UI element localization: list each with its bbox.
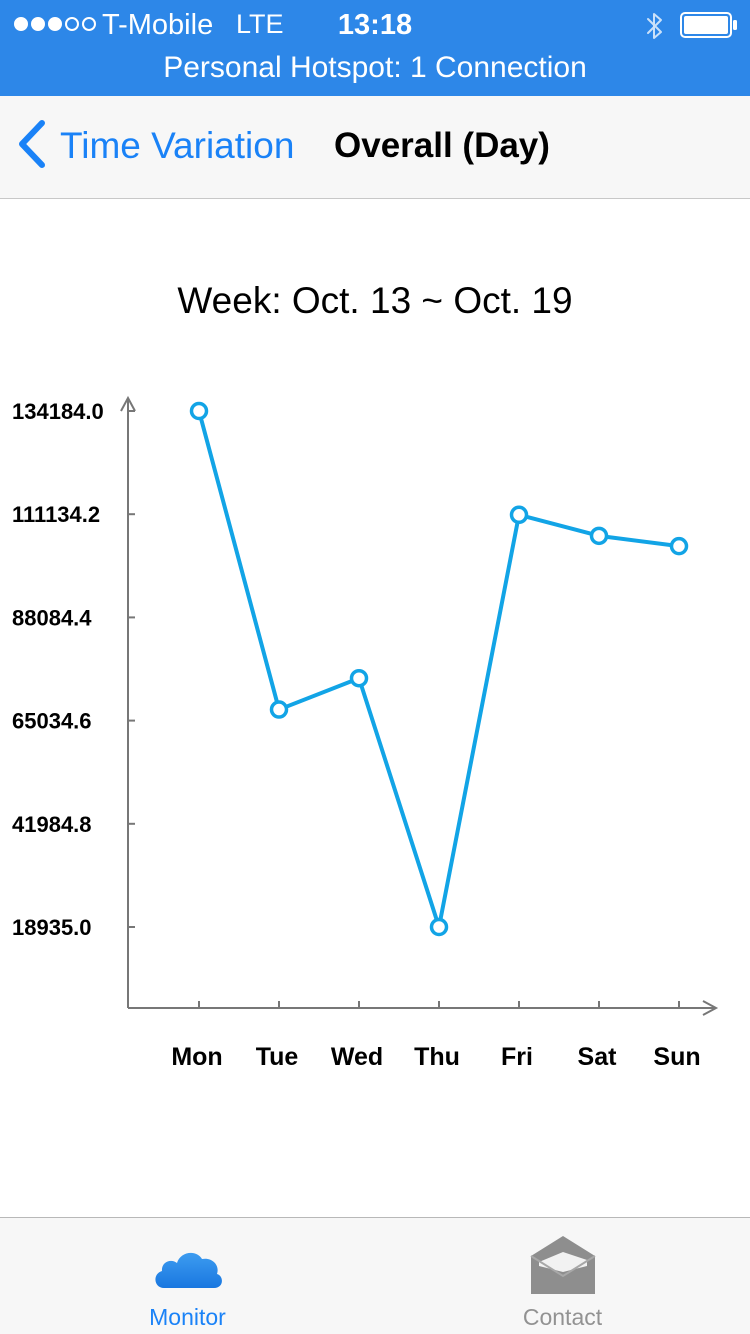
hotspot-banner[interactable]: Personal Hotspot: 1 Connection bbox=[163, 51, 587, 84]
back-button[interactable]: Time Variation bbox=[16, 119, 295, 174]
tab-bar: Monitor Contact bbox=[0, 1217, 750, 1334]
data-point bbox=[509, 505, 529, 525]
y-tick-label: 88084.4 bbox=[12, 605, 92, 630]
x-tick-label: Sat bbox=[578, 1043, 618, 1071]
data-point bbox=[429, 917, 449, 937]
line-chart: 134184.0 111134.2 88084.4 65034.6 41984.8 189… bbox=[12, 395, 719, 1071]
x-tick-label: Tue bbox=[256, 1043, 299, 1071]
tab-contact-label: Contact bbox=[522, 1304, 603, 1330]
signal-strength-icon bbox=[14, 17, 96, 31]
x-tick-label: Thu bbox=[414, 1043, 460, 1071]
battery-icon bbox=[680, 12, 738, 43]
signal-dot bbox=[65, 17, 79, 31]
carrier-name: T-Mobile bbox=[102, 9, 214, 41]
data-point bbox=[669, 536, 689, 556]
x-tick-label: Wed bbox=[331, 1043, 383, 1071]
data-point bbox=[349, 668, 369, 688]
signal-dot bbox=[48, 17, 62, 31]
y-tick-label: 41984.8 bbox=[12, 812, 92, 837]
data-point bbox=[189, 401, 209, 421]
back-label: Time Variation bbox=[60, 125, 295, 166]
cloud-icon bbox=[150, 1226, 226, 1303]
y-tick-label: 134184.0 bbox=[12, 399, 104, 424]
nav-bar: Time Variation Overall (Day) bbox=[0, 96, 750, 199]
y-tick-label: 65034.6 bbox=[12, 709, 92, 734]
signal-dot bbox=[14, 17, 28, 31]
chart-title: Week: Oct. 13 ~ Oct. 19 bbox=[177, 280, 573, 321]
tab-monitor[interactable]: Monitor bbox=[0, 1218, 375, 1334]
status-row: T-Mobile LTE 13:18 bbox=[0, 0, 750, 50]
signal-dot bbox=[82, 17, 96, 31]
signal-dot bbox=[31, 17, 45, 31]
envelope-icon bbox=[525, 1226, 601, 1303]
x-axis-arrow bbox=[702, 1000, 719, 1016]
chevron-left-icon bbox=[16, 119, 46, 174]
x-tick-label: Sun bbox=[653, 1043, 700, 1071]
tab-contact[interactable]: Contact bbox=[375, 1218, 750, 1334]
y-tick-label: 18935.0 bbox=[12, 915, 92, 940]
tab-monitor-label: Monitor bbox=[149, 1304, 226, 1330]
series-line bbox=[197, 410, 680, 929]
y-axis-arrow bbox=[120, 395, 136, 412]
x-tick-label: Fri bbox=[501, 1043, 533, 1071]
status-time: 13:18 bbox=[337, 9, 413, 41]
data-point bbox=[589, 526, 609, 546]
bluetooth-icon bbox=[643, 10, 667, 47]
network-type: LTE bbox=[236, 9, 284, 39]
status-bar: T-Mobile LTE 13:18 Personal Hotspot: 1 C… bbox=[0, 0, 750, 96]
data-point bbox=[269, 700, 289, 719]
page-title: Overall (Day) bbox=[334, 126, 550, 165]
x-tick-label: Mon bbox=[171, 1043, 222, 1071]
y-tick-label: 111134.2 bbox=[12, 502, 100, 527]
